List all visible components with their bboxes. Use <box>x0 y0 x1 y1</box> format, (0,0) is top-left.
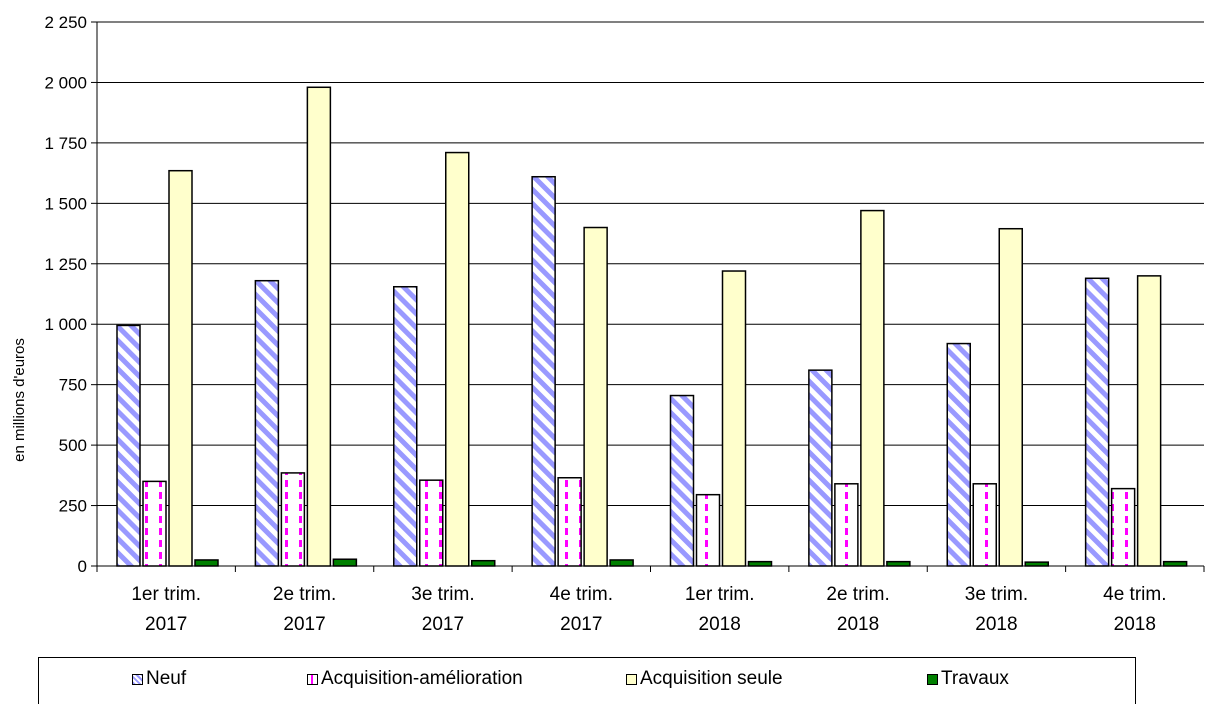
bar-acquisition-amelioration <box>1110 487 1136 567</box>
bar-travaux <box>747 560 773 567</box>
x-tick-label: 2e trim. <box>273 584 336 605</box>
bar-travaux <box>886 560 911 567</box>
legend-swatch <box>132 673 143 685</box>
legend-label: Travaux <box>941 668 1009 689</box>
bar-acquisition-amelioration <box>280 472 306 567</box>
y-tick-label: 750 <box>59 376 87 395</box>
legend-item-travaux: Travaux <box>927 668 1009 690</box>
bar-acquisition-seule <box>168 169 193 567</box>
bar-acquisition-seule <box>1136 275 1162 567</box>
bar-acquisition-seule <box>998 227 1023 567</box>
legend-item-neuf: Neuf <box>132 668 186 690</box>
x-tick-label: 2018 <box>837 614 879 635</box>
bar-acquisition-amelioration <box>419 479 444 567</box>
x-tick-label: 2017 <box>283 614 325 635</box>
y-tick-label: 0 <box>78 557 87 576</box>
bar-neuf <box>116 324 141 567</box>
bar-acquisition-amelioration <box>142 480 167 567</box>
y-tick-label: 1 750 <box>44 134 87 153</box>
x-tick-label: 2017 <box>145 614 187 635</box>
bar-acquisition-seule <box>860 209 885 567</box>
x-tick-label: 2018 <box>1114 614 1156 635</box>
legend-label: Neuf <box>146 668 187 689</box>
y-axis-ticks: 0 250 500 750 1 000 1 250 1 500 1 750 2 000 2 250 <box>44 13 97 576</box>
bar-acquisition-seule <box>306 86 332 567</box>
bars <box>116 86 1188 567</box>
bar-neuf <box>254 279 280 567</box>
bar-acquisition-seule <box>445 151 470 567</box>
x-tick-label: 1er trim. <box>685 584 755 605</box>
y-tick-label: 1 250 <box>44 255 87 274</box>
x-tick-label: 2018 <box>975 614 1017 635</box>
x-tick-label: 2017 <box>422 614 464 635</box>
bar-travaux <box>194 559 219 567</box>
bar-neuf <box>946 342 971 567</box>
legend: Neuf Acquisition-amélioration Acquisition … <box>38 657 1136 704</box>
x-tick-label: 3e trim. <box>411 584 474 605</box>
legend-swatch <box>927 673 938 685</box>
bar-travaux <box>1024 561 1049 567</box>
y-tick-label: 2 000 <box>44 73 87 92</box>
x-tick-label: 2017 <box>560 614 602 635</box>
x-axis-labels: 1er trim. 2017 2e trim. 2017 3e trim. 2017 4e … <box>96 566 1205 635</box>
legend-label: Acquisition-amélioration <box>321 668 523 689</box>
bar-travaux <box>609 559 634 567</box>
y-tick-label: 1 500 <box>44 194 87 213</box>
y-axis-title: en millions d'euros <box>11 338 28 462</box>
bar-acquisition-amelioration <box>557 477 582 567</box>
y-tick-label: 500 <box>59 436 87 455</box>
legend-item-acquisition-seule: Acquisition seule <box>626 668 783 690</box>
gridlines <box>97 21 1204 507</box>
legend-item-acquisition-amelioration: Acquisition-amélioration <box>307 668 523 690</box>
bar-travaux <box>471 559 496 567</box>
legend-swatch <box>626 673 637 685</box>
y-tick-label: 250 <box>59 497 87 516</box>
x-tick-label: 4e trim. <box>1103 584 1166 605</box>
bar-acquisition-seule <box>583 226 608 567</box>
x-tick-label: 2018 <box>699 614 741 635</box>
legend-swatch <box>307 673 318 685</box>
bar-neuf <box>669 394 695 567</box>
bar-travaux <box>332 558 358 567</box>
bar-acquisition-amelioration <box>834 483 859 567</box>
bar-neuf <box>531 175 556 567</box>
legend-label: Acquisition seule <box>640 668 783 689</box>
bar-travaux <box>1162 560 1188 567</box>
x-tick-label: 2e trim. <box>826 584 889 605</box>
x-tick-label: 1er trim. <box>131 584 201 605</box>
bar-acquisition-amelioration <box>695 493 721 567</box>
bar-acquisition-seule <box>721 270 747 567</box>
y-tick-label: 1 000 <box>44 315 87 334</box>
bar-acquisition-amelioration <box>972 483 997 567</box>
bar-neuf <box>1084 277 1110 567</box>
x-tick-label: 3e trim. <box>965 584 1028 605</box>
x-tick-label: 4e trim. <box>550 584 613 605</box>
bar-neuf <box>808 369 833 567</box>
bar-neuf <box>393 285 418 567</box>
y-tick-label: 2 250 <box>44 13 87 32</box>
